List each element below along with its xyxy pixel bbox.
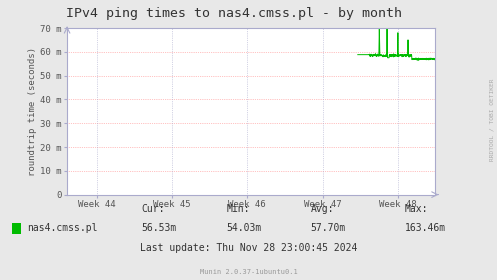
Text: nas4.cmss.pl: nas4.cmss.pl bbox=[27, 223, 98, 233]
Y-axis label: roundtrip time (seconds): roundtrip time (seconds) bbox=[28, 47, 37, 176]
Text: Min:: Min: bbox=[226, 204, 249, 214]
Text: Cur:: Cur: bbox=[142, 204, 165, 214]
Text: Max:: Max: bbox=[405, 204, 428, 214]
Text: 163.46m: 163.46m bbox=[405, 223, 446, 233]
Text: IPv4 ping times to nas4.cmss.pl - by month: IPv4 ping times to nas4.cmss.pl - by mon… bbox=[66, 7, 402, 20]
Text: Avg:: Avg: bbox=[311, 204, 334, 214]
Text: 54.03m: 54.03m bbox=[226, 223, 261, 233]
Text: 56.53m: 56.53m bbox=[142, 223, 177, 233]
Text: 57.70m: 57.70m bbox=[311, 223, 346, 233]
Text: Last update: Thu Nov 28 23:00:45 2024: Last update: Thu Nov 28 23:00:45 2024 bbox=[140, 243, 357, 253]
Text: Munin 2.0.37-1ubuntu0.1: Munin 2.0.37-1ubuntu0.1 bbox=[200, 269, 297, 275]
Text: RRDTOOL / TOBI OETIKER: RRDTOOL / TOBI OETIKER bbox=[490, 78, 495, 161]
